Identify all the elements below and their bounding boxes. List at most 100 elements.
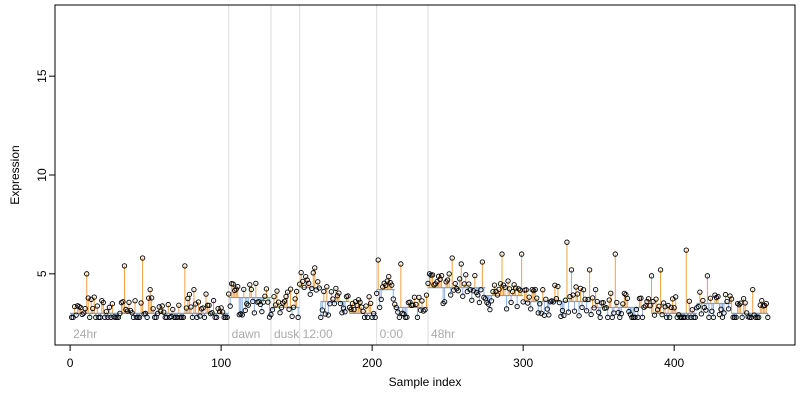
data-point (298, 269, 304, 276)
data-point (103, 308, 109, 315)
data-point (82, 306, 88, 312)
data-point (546, 312, 552, 318)
data-point (574, 291, 581, 297)
data-point (722, 291, 729, 298)
data-point (286, 306, 292, 312)
data-point (367, 300, 374, 307)
data-point (673, 294, 679, 300)
data-point (396, 314, 402, 320)
data-point (603, 305, 609, 311)
data-point (484, 299, 490, 306)
data-point (263, 286, 270, 292)
data-point (361, 314, 368, 320)
data-point (753, 314, 759, 320)
data-point (324, 284, 330, 290)
data-point (366, 294, 372, 300)
data-point (559, 307, 566, 314)
data-point (488, 298, 495, 304)
data-point (283, 293, 289, 300)
data-point (571, 308, 578, 314)
data-point (245, 302, 251, 308)
data-point (321, 288, 327, 295)
segment-boundaries (228, 5, 429, 345)
data-point (523, 287, 529, 293)
data-point (383, 282, 389, 289)
data-point (426, 271, 433, 277)
data-point (325, 312, 331, 318)
data-point (653, 296, 659, 302)
data-point (161, 309, 167, 315)
data-point (79, 311, 85, 318)
data-point (212, 314, 218, 320)
data-point (457, 276, 463, 282)
data-point (262, 293, 268, 299)
data-point (316, 285, 322, 291)
data-point (515, 286, 522, 292)
data-point (200, 305, 206, 311)
data-point (351, 306, 357, 313)
data-point (448, 292, 454, 298)
data-point (582, 296, 588, 302)
data-point (147, 287, 153, 293)
data-point (626, 308, 632, 315)
data-point (532, 286, 538, 293)
data-point (730, 314, 736, 320)
data-point (307, 291, 313, 297)
data-point (476, 299, 483, 306)
data-point (698, 311, 705, 317)
data-point (121, 263, 128, 269)
data-point (718, 306, 724, 312)
data-point (96, 314, 102, 320)
data-point (195, 299, 202, 305)
data-point (414, 314, 421, 320)
data-point (159, 303, 165, 309)
data-point (577, 285, 584, 292)
data-point (129, 310, 135, 316)
data-point (194, 314, 200, 320)
data-point (401, 311, 407, 317)
data-point (506, 286, 513, 292)
data-point (407, 299, 413, 305)
data-point (526, 294, 532, 300)
data-point (455, 288, 461, 294)
data-point (567, 293, 573, 300)
data-point (466, 281, 472, 287)
segment-label: dusk (274, 327, 300, 341)
data-point (583, 308, 590, 314)
data-point (588, 311, 594, 318)
data-point (425, 280, 431, 287)
data-point (479, 259, 486, 265)
data-point (663, 314, 670, 320)
data-point (668, 304, 674, 310)
data-point (348, 306, 354, 312)
data-point (662, 304, 668, 310)
data-point (469, 297, 475, 303)
data-point (703, 307, 709, 313)
data-point (724, 298, 730, 305)
data-point (759, 297, 765, 304)
data-point (293, 288, 300, 295)
x-tick-label: 0 (67, 356, 74, 370)
segment-label: 0:00 (380, 327, 404, 341)
data-point (386, 274, 392, 280)
data-point (508, 299, 514, 306)
data-point (242, 307, 248, 314)
data-point (701, 304, 708, 311)
data-point (487, 306, 493, 313)
data-point (150, 306, 156, 312)
data-point (206, 302, 212, 309)
data-point (322, 311, 328, 317)
data-point (452, 280, 458, 287)
data-point (562, 297, 569, 303)
data-point (645, 296, 652, 302)
data-point (232, 287, 238, 294)
data-point (449, 255, 455, 261)
data-point (438, 272, 445, 279)
data-point (519, 251, 525, 257)
data-point (739, 314, 745, 320)
data-point (300, 278, 306, 285)
data-point (221, 314, 227, 320)
data-point (475, 292, 481, 298)
data-point (297, 281, 303, 287)
data-point (667, 314, 673, 320)
